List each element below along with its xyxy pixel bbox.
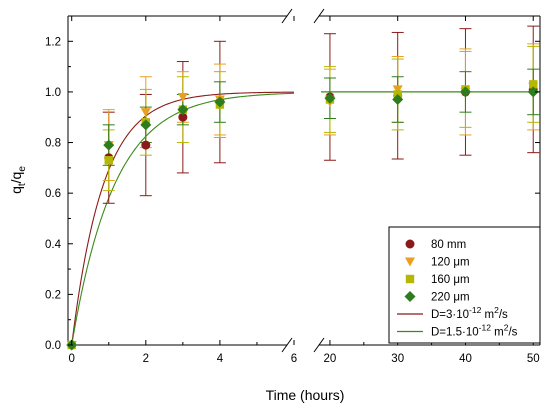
x-tick-label: 30 <box>391 353 404 365</box>
data-point-diamond <box>140 119 152 131</box>
y-tick-label: 0.2 <box>45 289 61 301</box>
x-axis-ticks: 0 2 4 6 20 30 40 50 <box>69 16 540 365</box>
legend-label-unit-exp: 2 <box>494 305 499 315</box>
axis-break <box>281 8 325 353</box>
legend-label-exp: -12 <box>479 323 492 333</box>
y-axis-title-main: q <box>8 186 24 194</box>
legend-label: D=3·10-12 m2/s <box>431 305 508 321</box>
legend-label-unit-exp: 2 <box>504 323 509 333</box>
y-axis-title: qt/qe <box>8 166 28 194</box>
y-axis-ticks: 0.0 0.2 0.4 0.6 0.8 1.0 1.2 <box>45 15 540 352</box>
x-axis-title: Time (hours) <box>266 387 345 403</box>
legend-marker-diamond <box>404 291 416 302</box>
x-tick-label: 20 <box>324 353 337 365</box>
y-axis-title-sep: /q <box>8 172 24 184</box>
data-point-triangle-down <box>140 108 151 118</box>
data-point-diamond <box>177 104 189 116</box>
y-tick-label: 0.0 <box>45 340 61 352</box>
legend-label: 160 μm <box>431 274 470 286</box>
data-point-circle <box>178 112 188 122</box>
data-point-diamond <box>527 86 539 98</box>
legend-label: 120 μm <box>431 257 470 269</box>
x-tick-label: 6 <box>291 353 297 365</box>
axis-break-mark <box>313 337 325 353</box>
legend-label: 220 μm <box>431 292 470 304</box>
y-tick-label: 0.8 <box>45 138 61 150</box>
x-tick-label: 2 <box>143 353 149 365</box>
y-tick-label: 1.0 <box>45 87 61 99</box>
y-axis-title-sub1: t <box>17 183 28 186</box>
data-point-square <box>104 156 113 165</box>
y-axis-title-sub2: e <box>17 166 28 172</box>
data-point-triangle-down <box>177 92 188 102</box>
axis-break-mark <box>281 8 293 24</box>
error-bars <box>102 25 540 204</box>
legend-label-suffix: /s <box>508 327 517 339</box>
legend-label-suffix: /s <box>499 309 508 321</box>
data-point-square <box>529 80 538 89</box>
y-tick-label: 0.4 <box>45 239 62 251</box>
legend-label: 80 mm <box>431 239 466 251</box>
plot-frame <box>67 15 541 346</box>
axis-break-mark <box>313 8 325 24</box>
legend-label-prefix: D=1.5·10 <box>431 327 479 339</box>
y-tick-label: 0.6 <box>45 188 61 200</box>
data-point-triangle-down <box>392 85 403 95</box>
legend-box <box>388 226 541 344</box>
legend-marker-circle <box>405 239 415 249</box>
legend-marker-triangle-down <box>405 257 415 267</box>
data-markers <box>66 80 539 351</box>
data-point-diamond <box>103 139 115 151</box>
x-tick-label: 50 <box>527 353 540 365</box>
data-point-diamond <box>324 92 336 104</box>
legend-marker-square <box>405 274 415 284</box>
data-point-diamond <box>459 86 471 98</box>
x-tick-label: 0 <box>69 353 75 365</box>
x-tick-label: 40 <box>459 353 472 365</box>
legend-label: D=1.5·10-12 m2/s <box>431 323 518 339</box>
x-tick-label: 4 <box>217 353 224 365</box>
axis-break-mark <box>281 337 293 353</box>
legend-label-exp: -12 <box>469 305 482 315</box>
y-tick-label: 1.2 <box>45 36 61 48</box>
legend-label-unit: m <box>481 309 494 321</box>
data-point-diamond <box>214 96 226 108</box>
legend-label-prefix: D=3·10 <box>431 309 469 321</box>
data-point-circle <box>141 140 151 150</box>
data-point-diamond <box>392 94 404 106</box>
legend-label-unit: m <box>491 327 504 339</box>
